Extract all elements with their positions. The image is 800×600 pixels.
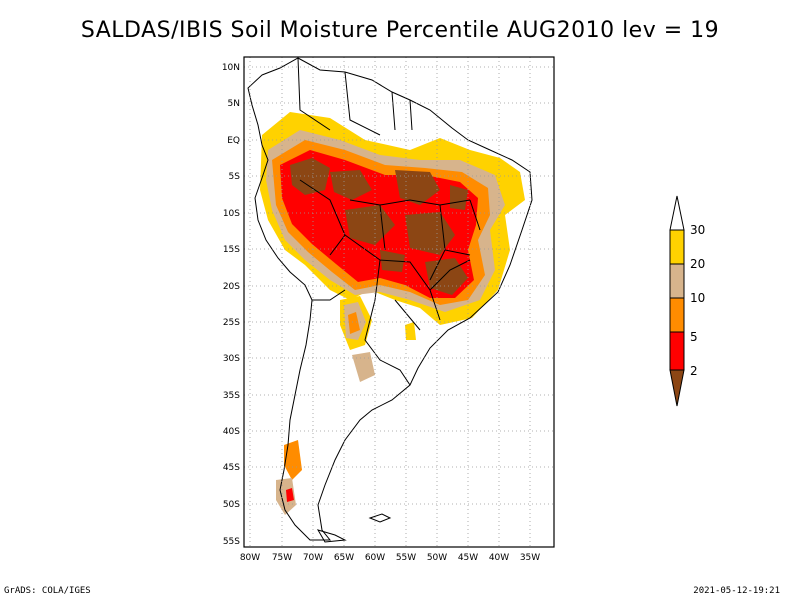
colorbar: 30 20 10 5 2 — [669, 195, 705, 407]
colorbar-top-triangle — [669, 195, 685, 231]
lon-label: 60W — [365, 553, 385, 563]
falklands — [368, 513, 392, 523]
lon-label: 50W — [427, 553, 447, 563]
moisture-field — [260, 112, 525, 515]
lat-label: 45S — [223, 463, 240, 473]
lat-label: 10N — [222, 63, 240, 73]
field-south-patch-5 — [405, 322, 416, 340]
graticule — [244, 57, 554, 547]
footer-timestamp: 2021-05-12-19:21 — [693, 586, 780, 596]
lon-axis: 80W 75W 70W 65W 60W 55W 50W 45W 40W 35W — [240, 553, 540, 563]
field-brown-6 — [425, 258, 468, 295]
lon-label: 70W — [303, 553, 323, 563]
field-brown-1 — [290, 158, 330, 195]
footer-credit: GrADS: COLA/IGES — [4, 586, 91, 596]
field-brown-8 — [450, 185, 468, 210]
lat-label: 10S — [223, 209, 240, 219]
field-brown-4 — [345, 205, 395, 245]
field-patagonia-3 — [286, 488, 294, 502]
field-brown-3 — [395, 170, 440, 205]
lon-label: 65W — [334, 553, 354, 563]
lat-label: 30S — [223, 354, 240, 364]
lon-label: 55W — [396, 553, 416, 563]
lon-label: 45W — [458, 553, 478, 563]
field-south-patch-3 — [348, 312, 360, 334]
lat-label: 55S — [223, 537, 240, 547]
tierra-del-fuego — [316, 529, 347, 543]
lat-label: 5S — [229, 172, 241, 182]
lon-label: 40W — [489, 553, 509, 563]
country-borders — [297, 57, 471, 386]
lon-label: 80W — [240, 553, 260, 563]
field-brown-2 — [330, 170, 372, 200]
field-patagonia-1 — [284, 440, 302, 480]
lon-label: 35W — [520, 553, 540, 563]
lat-label: 50S — [223, 500, 240, 510]
state-borders — [349, 199, 481, 281]
colorbar-swatch-2-5 — [669, 331, 685, 371]
map-title: SALDAS/IBIS Soil Moisture Percentile AUG… — [80, 18, 720, 43]
field-brown-5 — [405, 212, 455, 255]
lat-label: 20S — [223, 282, 240, 292]
lat-label: 5N — [228, 99, 240, 109]
colorbar-label: 5 — [690, 330, 698, 344]
lat-label: 25S — [223, 318, 240, 328]
colorbar-swatch-20-30 — [669, 229, 685, 265]
field-south-patch-4 — [352, 352, 375, 382]
colorbar-label: 20 — [690, 257, 705, 271]
continent-outline — [247, 57, 533, 541]
lon-label: 75W — [272, 553, 292, 563]
map-frame — [243, 56, 555, 548]
colorbar-bottom-triangle — [669, 369, 685, 407]
lat-label: 40S — [223, 427, 240, 437]
colorbar-label: 10 — [690, 291, 705, 305]
colorbar-label: 30 — [690, 223, 705, 237]
lat-label: EQ — [227, 136, 240, 146]
lat-label: 35S — [223, 391, 240, 401]
colorbar-swatch-5-10 — [669, 297, 685, 333]
colorbar-swatch-10-20 — [669, 263, 685, 299]
lat-label: 15S — [223, 245, 240, 255]
colorbar-label: 2 — [690, 364, 698, 378]
lat-axis: 10N 5N EQ 5S 10S 15S 20S 25S 30S 35S 40S… — [222, 63, 240, 547]
map-outlines — [247, 57, 533, 543]
